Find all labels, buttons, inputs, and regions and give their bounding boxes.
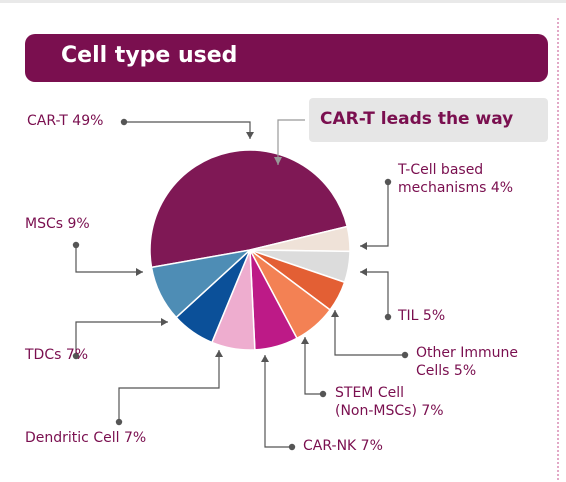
callout-box: CAR-T leads the way — [309, 98, 548, 142]
leader-dot-dendritic-cell — [115, 418, 123, 426]
slice-label-line: STEM Cell — [335, 385, 404, 401]
slice-label-line: Other Immune — [416, 345, 518, 361]
leader-arrow-t-cell-based-mechanisms — [360, 242, 367, 250]
slice-label-dendritic-cell: Dendritic Cell 7% — [25, 429, 146, 447]
top-divider — [0, 0, 566, 3]
leader-arrow-til — [360, 268, 367, 276]
slice-label-line: CAR-T 49% — [27, 113, 104, 129]
slice-label-line: CAR-NK 7% — [303, 438, 383, 454]
leader-arrow-mscs — [136, 268, 143, 276]
leader-arrow-stem-cell-non-mscs — [301, 337, 309, 344]
leader-arrow-other-immune-cells — [331, 310, 339, 317]
leader-dot-t-cell-based-mechanisms — [384, 178, 392, 186]
slice-label-line: mechanisms 4% — [398, 180, 514, 196]
leader-dot-other-immune-cells — [401, 351, 409, 359]
leader-line-car-t — [124, 121, 251, 139]
leader-dot-car-t — [120, 118, 128, 126]
header-bar: Cell type used — [25, 34, 548, 82]
slice-label-line: Cells 5% — [416, 363, 477, 379]
leader-dot-tdcs — [72, 352, 80, 360]
slice-label-til: TIL 5% — [398, 307, 445, 325]
leader-line-stem-cell-non-mscs — [304, 337, 323, 395]
leader-arrow-dendritic-cell — [215, 350, 223, 357]
leader-dot-til — [384, 313, 392, 321]
slice-label-line: Dendritic Cell 7% — [25, 430, 147, 446]
leader-arrow-car-nk — [261, 355, 269, 362]
slice-label-line: (Non-MSCs) 7% — [335, 403, 444, 419]
leader-dot-car-nk — [288, 443, 296, 451]
slice-label-t-cell-based-mechanisms: T-Cell based mechanisms 4% — [398, 161, 513, 197]
pie-slice-mscs — [150, 248, 253, 319]
callout-text: CAR-T leads the way — [320, 109, 514, 129]
leader-line-other-immune-cells — [334, 310, 405, 356]
slice-label-stem-cell-non-mscs: STEM Cell (Non-MSCs) 7% — [335, 384, 444, 420]
slice-label-line: TIL 5% — [398, 308, 446, 324]
leader-line-til — [360, 271, 389, 317]
leader-line-dendritic-cell — [118, 350, 220, 422]
leader-line-tdcs — [75, 321, 168, 356]
leader-arrow-car-t — [246, 132, 254, 139]
leader-dot-mscs — [72, 241, 80, 249]
slice-label-car-t: CAR-T 49% — [27, 112, 103, 130]
slice-label-tdcs: TDCs 7% — [25, 346, 88, 364]
slice-label-line: T-Cell based — [398, 162, 484, 178]
leader-arrow-tdcs — [161, 318, 168, 326]
leader-line-t-cell-based-mechanisms — [360, 182, 389, 247]
leader-line-mscs — [75, 245, 143, 273]
callout-pointer-line — [277, 119, 305, 165]
page-title: Cell type used — [61, 43, 238, 68]
right-dotted-rule — [557, 18, 559, 480]
slice-label-other-immune-cells: Other Immune Cells 5% — [416, 344, 518, 380]
callout-pointer-arrow — [274, 157, 282, 165]
slice-label-line: MSCs 9% — [25, 216, 90, 232]
slice-label-line: TDCs 7% — [25, 347, 89, 363]
slice-label-car-nk: CAR-NK 7% — [303, 437, 383, 455]
leader-dot-stem-cell-non-mscs — [319, 390, 327, 398]
leader-line-car-nk — [264, 355, 292, 448]
slice-label-mscs: MSCs 9% — [25, 215, 90, 233]
